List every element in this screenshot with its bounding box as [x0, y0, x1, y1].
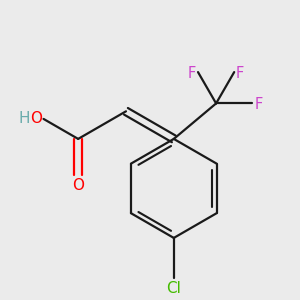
- Text: H: H: [19, 111, 30, 126]
- Text: F: F: [254, 97, 262, 112]
- Text: O: O: [72, 178, 84, 193]
- Text: Cl: Cl: [167, 281, 181, 296]
- Text: F: F: [188, 65, 196, 80]
- Text: F: F: [236, 65, 244, 80]
- Text: O: O: [30, 111, 42, 126]
